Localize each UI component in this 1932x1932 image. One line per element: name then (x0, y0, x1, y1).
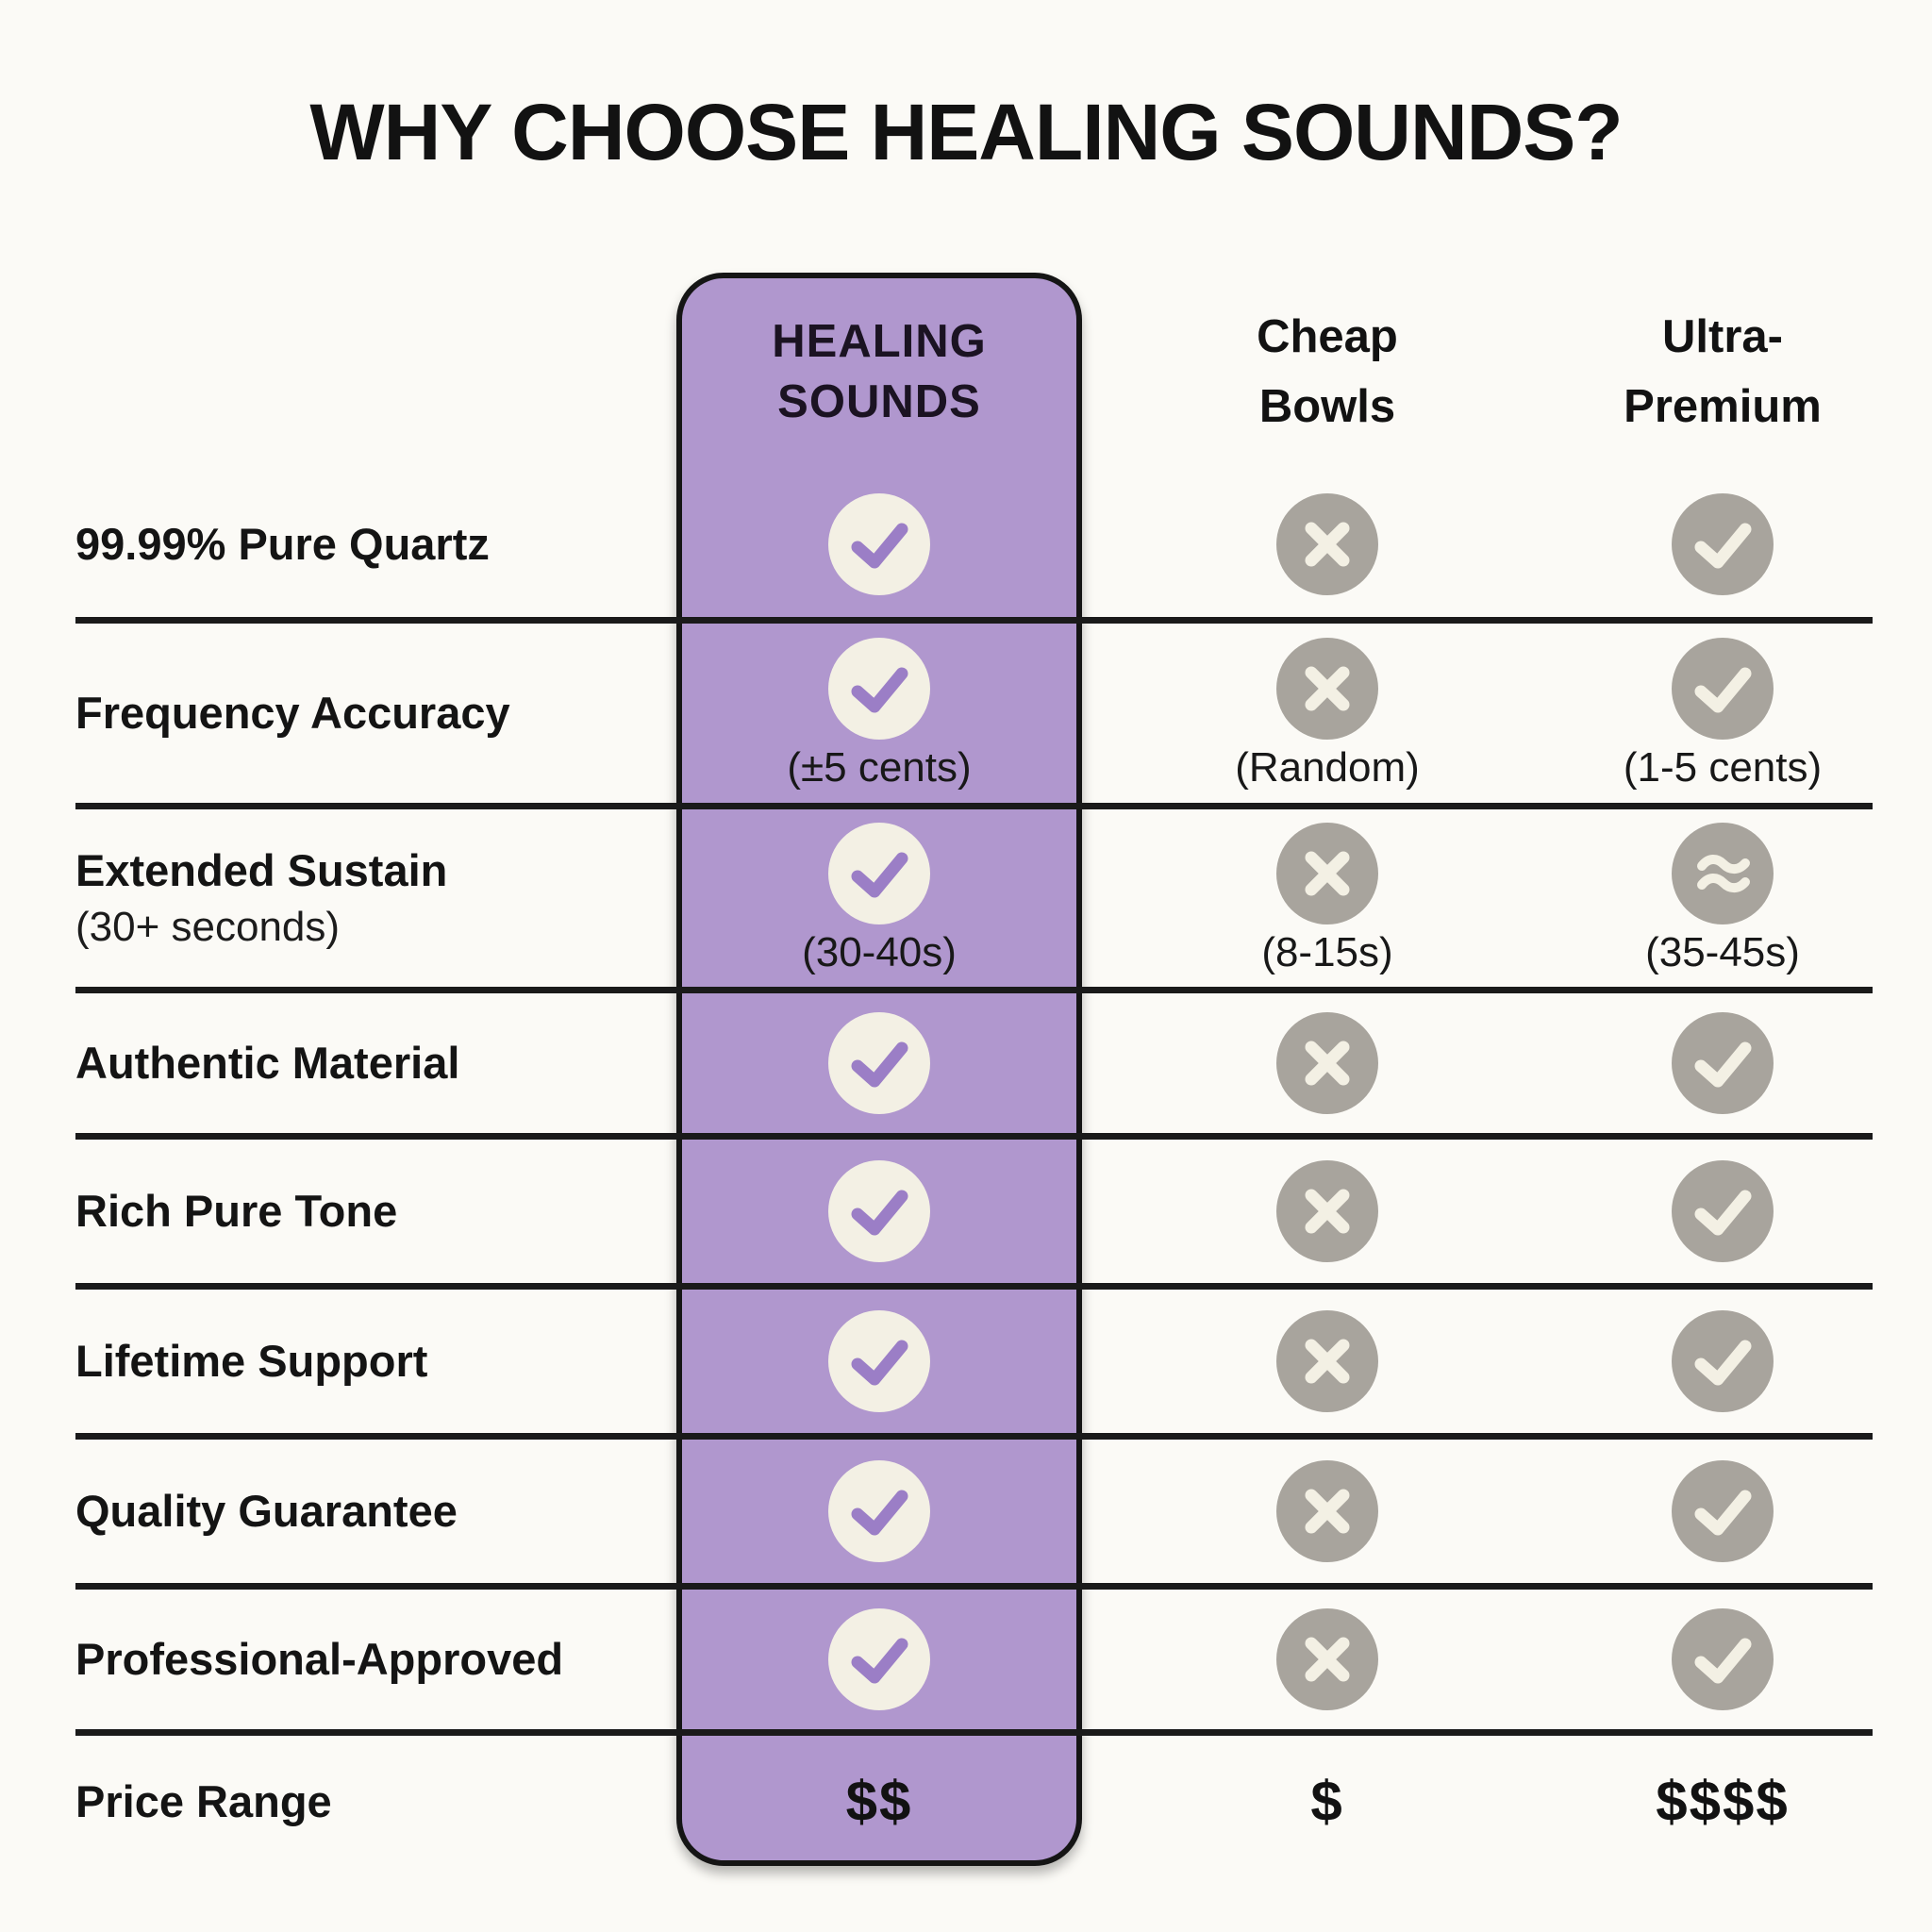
feature-label: Frequency Accuracy (75, 688, 510, 739)
check-icon (1670, 1458, 1775, 1564)
check-icon (826, 821, 932, 926)
check-icon (1670, 1607, 1775, 1712)
check-icon (826, 636, 932, 741)
cell-note: (8-15s) (1261, 928, 1393, 975)
cross-icon (1274, 1607, 1380, 1712)
comparison-table: HEALING SOUNDS Cheap Bowls Ultra- Premiu… (75, 273, 1873, 1866)
table-row: Professional-Approved (75, 1590, 1873, 1736)
cross-icon (1274, 1458, 1380, 1564)
check-icon (826, 1010, 932, 1116)
cell-note: (1-5 cents) (1623, 743, 1823, 791)
cross-icon (1274, 1308, 1380, 1414)
column-header-ultra-premium: Ultra- Premium (1573, 273, 1873, 472)
table-row: Frequency Accuracy (±5 cents) (Random) (… (75, 624, 1873, 809)
check-icon (826, 1458, 932, 1564)
table-row: Extended Sustain (30+ seconds) (30-40s) … (75, 809, 1873, 993)
cross-icon (1274, 1010, 1380, 1116)
check-icon (826, 491, 932, 597)
table-header-row: HEALING SOUNDS Cheap Bowls Ultra- Premiu… (75, 273, 1873, 472)
check-icon (1670, 491, 1775, 597)
check-icon (1670, 636, 1775, 741)
cell-note: (±5 cents) (787, 743, 972, 791)
feature-label: 99.99% Pure Quartz (75, 519, 490, 570)
price-value-ultra: $$$$ (1656, 1769, 1790, 1833)
page-title: WHY CHOOSE HEALING SOUNDS? (309, 88, 1623, 176)
ultra-premium-header-label: Ultra- Premium (1624, 311, 1822, 432)
check-icon (1670, 1158, 1775, 1264)
feature-label: Authentic Material (75, 1038, 460, 1089)
cross-icon (1274, 1158, 1380, 1264)
check-icon (1670, 1010, 1775, 1116)
feature-sublabel: (30+ seconds) (75, 903, 341, 950)
feature-label: Lifetime Support (75, 1336, 428, 1387)
column-header-cheap-bowls: Cheap Bowls (1082, 273, 1573, 472)
check-icon (1670, 1308, 1775, 1414)
column-header-healing-sounds: HEALING SOUNDS (676, 273, 1082, 472)
feature-label: Professional-Approved (75, 1634, 564, 1685)
cheap-bowls-header-label: Cheap Bowls (1257, 311, 1398, 432)
feature-label: Rich Pure Tone (75, 1186, 398, 1237)
check-icon (826, 1158, 932, 1264)
cell-note: (30-40s) (802, 928, 957, 975)
price-range-label: Price Range (75, 1775, 332, 1826)
check-icon (826, 1308, 932, 1414)
table-row: Authentic Material (75, 993, 1873, 1140)
table-row: Quality Guarantee (75, 1440, 1873, 1590)
price-range-row: Price Range $$ $ $$$$ (75, 1736, 1873, 1866)
table-row: Lifetime Support (75, 1290, 1873, 1440)
check-icon (826, 1607, 932, 1712)
header-spacer (75, 273, 676, 472)
cross-icon (1274, 491, 1380, 597)
price-value-healing: $$ (845, 1769, 913, 1833)
table-row: 99.99% Pure Quartz (75, 472, 1873, 624)
cell-note: (35-45s) (1645, 928, 1800, 975)
approx-icon (1670, 821, 1775, 926)
table-row: Rich Pure Tone (75, 1140, 1873, 1290)
cell-note: (Random) (1235, 743, 1420, 791)
feature-label: Extended Sustain (75, 844, 448, 895)
cross-icon (1274, 636, 1380, 741)
cross-icon (1274, 821, 1380, 926)
healing-sounds-header-label: HEALING SOUNDS (772, 315, 987, 427)
price-value-cheap: $ (1310, 1769, 1344, 1833)
feature-label: Quality Guarantee (75, 1486, 458, 1537)
